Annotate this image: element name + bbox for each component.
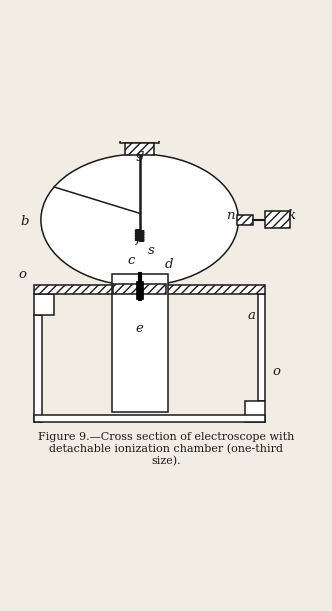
Bar [113, 284, 166, 294]
Bar [34, 285, 265, 294]
Bar [112, 274, 168, 412]
Bar [120, 139, 159, 143]
Text: d: d [165, 258, 174, 271]
Bar [34, 415, 265, 422]
Text: n: n [226, 210, 234, 222]
Text: o: o [19, 268, 27, 280]
Text: Figure 9.—Cross section of electroscope with
detachable ionization chamber (one-: Figure 9.—Cross section of electroscope … [38, 432, 294, 466]
Text: a: a [248, 309, 256, 322]
Text: b: b [20, 215, 29, 228]
Bar [34, 315, 42, 422]
Text: e: e [136, 322, 144, 335]
Bar [136, 281, 143, 299]
Text: f: f [135, 232, 140, 244]
Text: g: g [135, 148, 144, 161]
Ellipse shape [41, 154, 238, 286]
Bar [34, 294, 54, 315]
Bar [125, 143, 154, 155]
Text: s: s [148, 244, 155, 257]
Text: k: k [287, 210, 295, 222]
Bar [258, 294, 265, 401]
Text: c: c [128, 254, 135, 267]
Bar [237, 215, 253, 225]
Text: o: o [272, 365, 280, 378]
Bar [265, 211, 290, 229]
Bar [245, 401, 265, 422]
